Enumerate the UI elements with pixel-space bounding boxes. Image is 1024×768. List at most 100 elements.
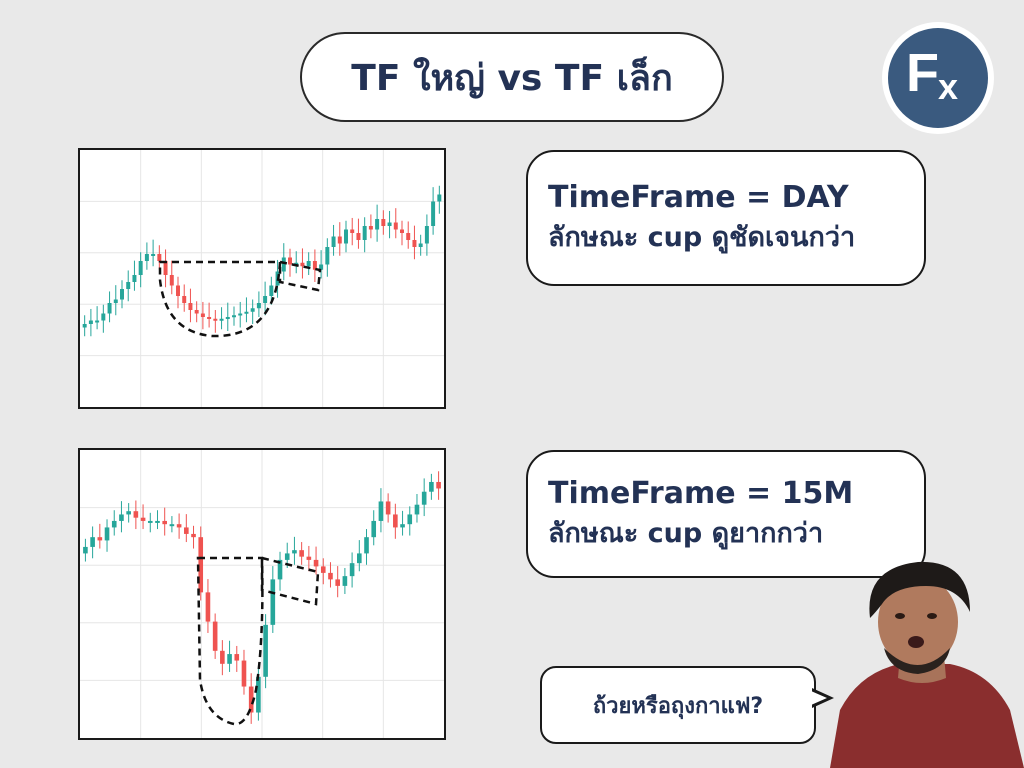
candle-body bbox=[207, 317, 212, 319]
candle-body bbox=[294, 262, 299, 265]
fx-logo-badge: F x bbox=[888, 28, 988, 128]
candle-body bbox=[400, 524, 405, 528]
info-15m-description: ลักษณะ cup ดูยากกว่า bbox=[548, 518, 824, 549]
handle-outline bbox=[278, 260, 322, 292]
candle-body bbox=[436, 481, 441, 489]
candle-body bbox=[147, 520, 153, 523]
candle-body bbox=[83, 546, 88, 554]
candle-body bbox=[169, 275, 174, 286]
speech-bubble-text: ถ้วยหรือถุงกาแฟ? bbox=[592, 693, 764, 719]
candle-body bbox=[313, 559, 319, 567]
candle-body bbox=[219, 318, 224, 321]
candle-body bbox=[82, 324, 87, 328]
candle-body bbox=[234, 654, 240, 661]
person-eye-right bbox=[927, 613, 937, 619]
candle-body bbox=[342, 576, 348, 586]
candle-body bbox=[350, 229, 355, 233]
candle-body bbox=[269, 285, 274, 296]
info-15m-timeframe: TimeFrame = 15M bbox=[548, 476, 854, 511]
candle-body bbox=[393, 222, 398, 230]
candle-body bbox=[431, 201, 436, 226]
candle-body bbox=[157, 254, 162, 261]
speech-bubble-tail-fill bbox=[811, 691, 827, 705]
person-hair bbox=[869, 561, 970, 618]
info-box-15m: TimeFrame = 15M ลักษณะ cup ดูยากกว่า bbox=[526, 450, 926, 578]
candle-body bbox=[407, 514, 413, 525]
chart-15m-svg bbox=[80, 450, 444, 738]
candle-body bbox=[281, 257, 286, 272]
candle-body bbox=[162, 520, 167, 525]
candle-body bbox=[120, 289, 124, 300]
candle-body bbox=[306, 556, 312, 560]
candle-body bbox=[325, 247, 330, 265]
person-beard bbox=[884, 648, 950, 674]
cup-outline bbox=[158, 260, 282, 338]
candle-body bbox=[284, 553, 290, 560]
candle-body bbox=[90, 537, 95, 547]
candle-body bbox=[250, 308, 255, 312]
candle-body bbox=[375, 219, 380, 230]
candle-body bbox=[288, 257, 292, 265]
candle-body bbox=[194, 310, 199, 314]
info-day-description: ลักษณะ cup ดูชัดเจนกว่า bbox=[548, 222, 856, 253]
candle-body bbox=[140, 517, 146, 521]
candle-body bbox=[111, 520, 117, 528]
candle-body bbox=[200, 313, 205, 317]
candle-body bbox=[414, 504, 420, 515]
candle-body bbox=[198, 537, 204, 593]
candle-body bbox=[385, 501, 391, 515]
candle-body bbox=[320, 566, 326, 573]
info-box-day: TimeFrame = DAY ลักษณะ cup ดูชัดเจนกว่า bbox=[526, 150, 926, 286]
candle-body bbox=[119, 514, 124, 521]
candle-body bbox=[188, 303, 193, 310]
person-mouth bbox=[908, 636, 924, 648]
candle-body bbox=[205, 592, 211, 622]
candle-body bbox=[412, 240, 417, 247]
candle-body bbox=[144, 254, 149, 261]
candle-body bbox=[270, 579, 276, 625]
candle-body bbox=[387, 222, 392, 226]
candle-body bbox=[256, 303, 261, 309]
chart-15m bbox=[78, 448, 446, 740]
candle-body bbox=[424, 226, 429, 244]
person-eye-left bbox=[895, 613, 905, 619]
candle-body bbox=[182, 296, 187, 303]
info-day-timeframe: TimeFrame = DAY bbox=[548, 180, 849, 215]
candle-body bbox=[213, 318, 218, 321]
candle-body bbox=[263, 296, 268, 303]
candle-body bbox=[319, 264, 324, 270]
person-illustration bbox=[830, 561, 1024, 768]
candle-body bbox=[421, 491, 427, 505]
page-title: TF ใหญ่ vs TF เล็ก bbox=[300, 32, 724, 122]
candle-body bbox=[169, 524, 175, 527]
candle-body bbox=[176, 285, 180, 296]
chart-day-svg bbox=[80, 150, 444, 407]
candle-body bbox=[225, 317, 230, 319]
candle-body bbox=[212, 621, 218, 651]
candle-body bbox=[113, 299, 118, 303]
candle-body bbox=[418, 243, 423, 247]
fx-logo: F x bbox=[882, 22, 994, 134]
candle-body bbox=[97, 537, 103, 541]
candle-body bbox=[331, 236, 336, 247]
candle-body bbox=[107, 303, 112, 314]
candle-body bbox=[220, 650, 225, 664]
fx-logo-letter-sub: x bbox=[938, 66, 959, 107]
candle-body bbox=[263, 624, 268, 677]
candle-body bbox=[126, 511, 131, 515]
person-face bbox=[878, 576, 958, 668]
candle-body bbox=[337, 236, 342, 244]
candle-body bbox=[244, 311, 249, 314]
person-shirt bbox=[830, 664, 1024, 768]
candle-body bbox=[312, 261, 317, 270]
candle-body bbox=[95, 320, 100, 323]
candle-body bbox=[362, 226, 367, 240]
candle-body bbox=[241, 660, 247, 687]
candle-body bbox=[227, 654, 232, 664]
candle-body bbox=[381, 219, 386, 226]
chart-day bbox=[78, 148, 446, 409]
candle-body bbox=[364, 537, 369, 554]
candle-body bbox=[378, 501, 384, 521]
speech-bubble: ถ้วยหรือถุงกาแฟ? bbox=[540, 666, 816, 744]
fx-logo-letter-main: F bbox=[906, 43, 939, 103]
